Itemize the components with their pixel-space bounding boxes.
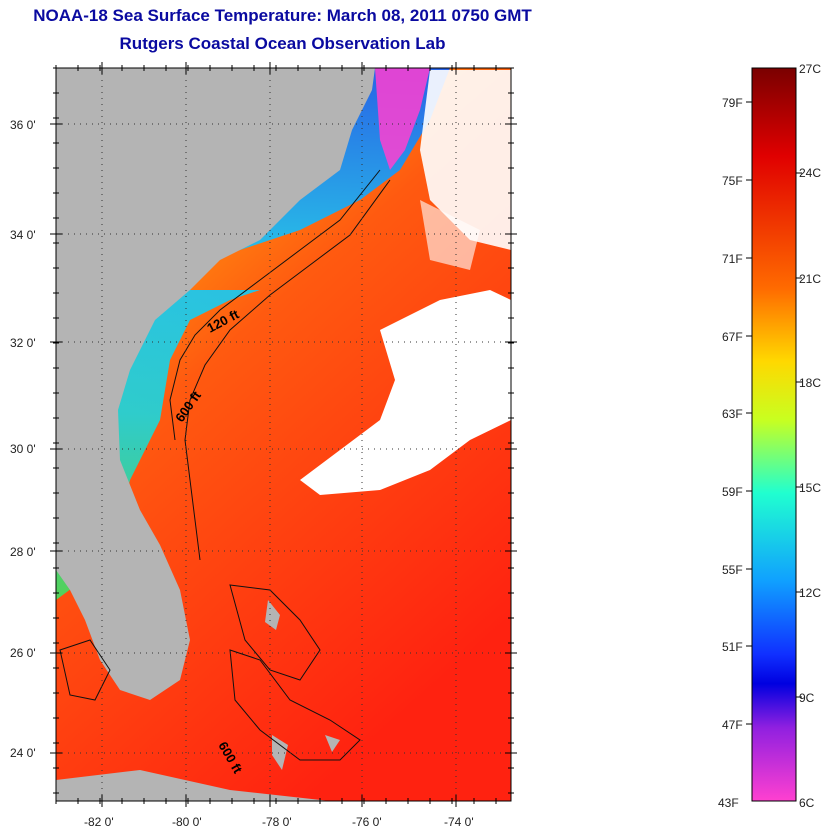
colorbar-c-label: 9C — [799, 691, 815, 705]
colorbar-c-label: 21C — [799, 272, 822, 286]
cold-water-north — [375, 68, 430, 170]
colorbar-f-label: 75F — [722, 174, 743, 188]
cloud-cover — [420, 200, 480, 270]
lon-label: -82 0' — [84, 815, 114, 829]
colorbar-f-label: 79F — [722, 96, 743, 110]
contour-120ft — [169, 169, 381, 441]
map-subtitle: Rutgers Coastal Ocean Observation Lab — [119, 34, 446, 53]
colorbar-f-label: 63F — [722, 407, 743, 421]
colorbar-c-label: 6C — [799, 796, 815, 810]
colorbar-ticks — [746, 101, 802, 725]
colorbar-f-label: 59F — [722, 485, 743, 499]
cloud-cover — [300, 290, 511, 495]
cuba-land — [56, 770, 330, 801]
lat-label: 36 0' — [10, 118, 36, 132]
contour-bahamas — [229, 649, 361, 761]
contour-florida-keys — [59, 639, 111, 701]
map-ticks — [50, 62, 517, 807]
island — [325, 735, 340, 752]
lat-label: 34 0' — [10, 228, 36, 242]
map-gridlines — [56, 68, 511, 801]
lat-label: 32 0' — [10, 336, 36, 350]
colorbar-f-label: 43F — [718, 796, 739, 810]
colorbar-f-label: 67F — [722, 330, 743, 344]
lon-label: -80 0' — [172, 815, 202, 829]
colorbar-c-label: 12C — [799, 586, 822, 600]
colorbar-f-label: 47F — [722, 718, 743, 732]
island — [272, 735, 288, 770]
lon-label: -76 0' — [352, 815, 382, 829]
colorbar-f-label: 55F — [722, 563, 743, 577]
colorbar — [751, 67, 797, 802]
lat-label: 28 0' — [10, 545, 36, 559]
sst-map — [56, 68, 511, 801]
land — [56, 68, 375, 700]
colorbar-c-label: 27C — [799, 62, 822, 76]
colorbar-c-label: 18C — [799, 376, 822, 390]
colorbar-f-label: 71F — [722, 252, 743, 266]
colorbar-c-label: 15C — [799, 481, 822, 495]
contour-bahamas — [229, 584, 321, 681]
contour-600ft — [184, 179, 391, 561]
cloud-cover — [420, 70, 511, 250]
colorbar-f-label: 51F — [722, 640, 743, 654]
island — [265, 600, 280, 630]
lat-label: 26 0' — [10, 646, 36, 660]
map-title: NOAA-18 Sea Surface Temperature: March 0… — [33, 6, 532, 25]
lat-label: 30 0' — [10, 442, 36, 456]
colorbar-c-label: 24C — [799, 166, 822, 180]
lon-label: -78 0' — [262, 815, 292, 829]
map-frame — [55, 67, 512, 802]
lat-label: 24 0' — [10, 746, 36, 760]
lon-label: -74 0' — [444, 815, 474, 829]
